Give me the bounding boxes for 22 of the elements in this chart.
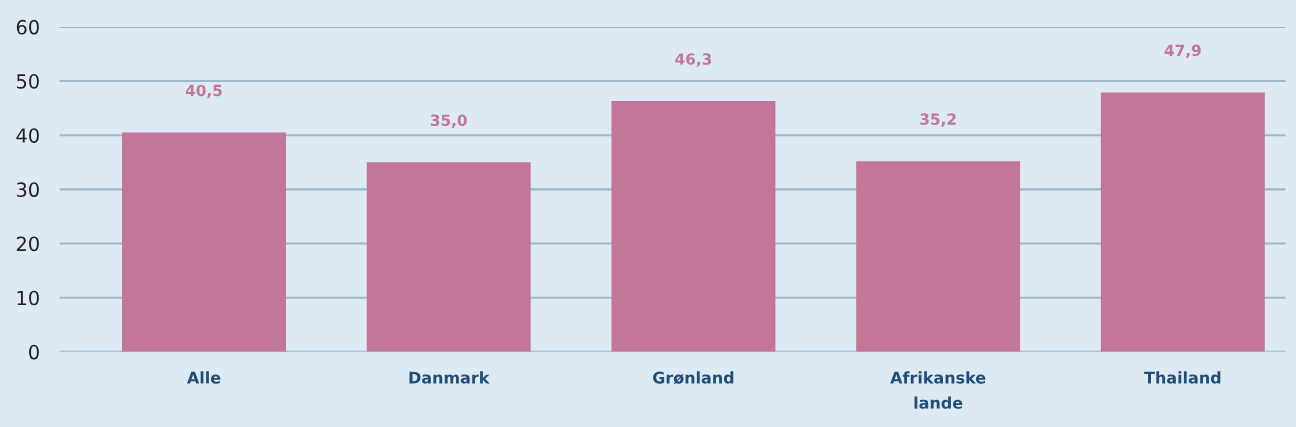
x-tick-label: Grønland — [653, 371, 734, 385]
y-tick-label: 50 — [16, 74, 39, 89]
x-tick-label: Danmark — [409, 371, 490, 384]
y-tick-label: 40 — [16, 128, 39, 143]
data-label: 35,2 — [920, 113, 956, 127]
y-tick-label: 20 — [16, 236, 39, 252]
y-tick-label: 30 — [16, 182, 39, 198]
x-tick-label: Thailand — [1144, 371, 1221, 384]
bar — [1100, 92, 1265, 352]
bar — [122, 132, 286, 352]
y-tick-label: 10 — [17, 290, 39, 306]
data-label: 40,5 — [185, 84, 222, 99]
y-tick-label: 0 — [29, 344, 39, 360]
data-label: 46,3 — [675, 53, 712, 67]
x-tick-label: Alle — [187, 371, 221, 384]
x-tick-label: Afrikanske lande — [890, 371, 986, 409]
y-tick-label: 60 — [16, 19, 39, 35]
data-label: 35,0 — [430, 114, 467, 128]
bar — [611, 101, 776, 352]
bar — [856, 161, 1021, 352]
data-label: 47,9 — [1164, 44, 1201, 59]
bar — [366, 162, 531, 352]
